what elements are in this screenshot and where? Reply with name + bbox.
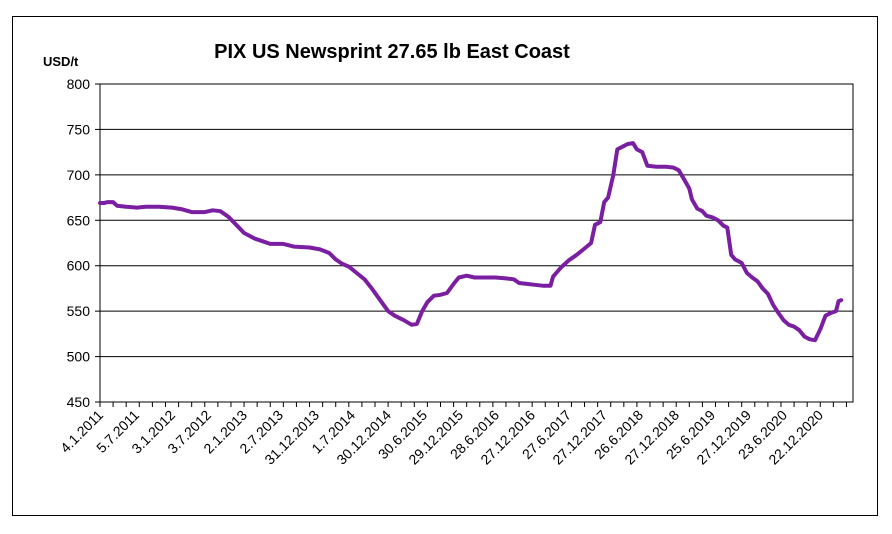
series-line-newsprint-price bbox=[98, 141, 844, 343]
y-tick-label: 650 bbox=[67, 212, 91, 228]
y-tick-label: 800 bbox=[67, 76, 91, 92]
y-tick-label: 600 bbox=[67, 258, 91, 274]
gridlines bbox=[100, 128, 853, 358]
y-tick-label: 550 bbox=[67, 303, 91, 319]
y-tick-label: 450 bbox=[67, 394, 91, 410]
y-tick-label: 500 bbox=[67, 349, 91, 365]
y-axis-ticks: 450 500 550 600 650 700 750 800 bbox=[67, 76, 100, 410]
y-tick-label: 750 bbox=[67, 121, 91, 137]
chart-title: PIX US Newsprint 27.65 lb East Coast bbox=[214, 41, 570, 63]
chart-frame bbox=[12, 16, 878, 516]
plot-area bbox=[99, 83, 854, 403]
y-tick-label: 700 bbox=[67, 167, 91, 183]
x-axis-ticks: 4.1.20115.7.20113.1.20123.7.20122.1.2013… bbox=[57, 402, 847, 468]
y-axis-unit-label: USD/t bbox=[43, 54, 79, 69]
